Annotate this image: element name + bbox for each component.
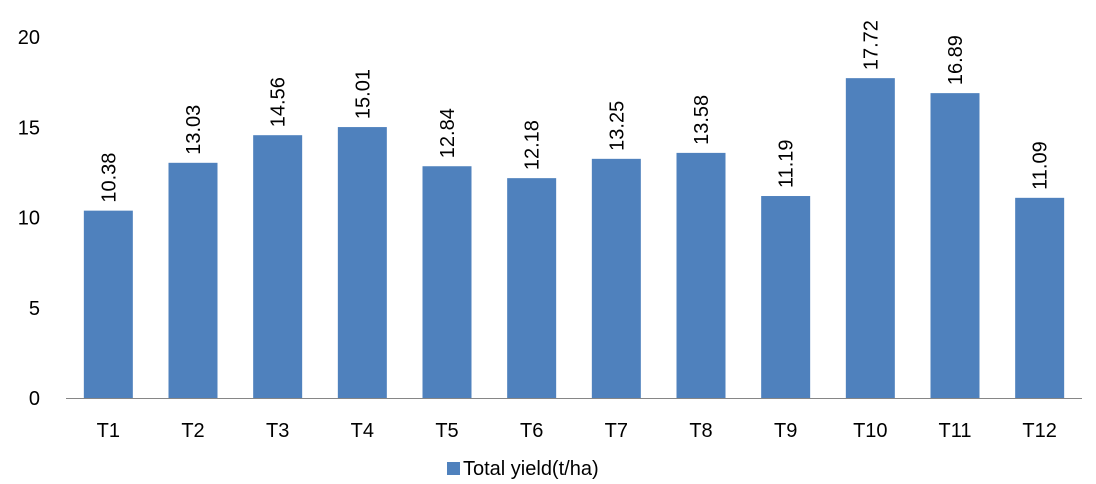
bar	[83, 210, 133, 398]
bar	[337, 127, 387, 398]
data-label: 11.09	[1030, 141, 1052, 190]
data-label: 13.58	[691, 95, 713, 145]
x-tick-label: T5	[435, 420, 458, 442]
x-tick-label: T12	[1022, 420, 1056, 442]
data-label: 10.38	[98, 153, 120, 203]
data-label: 13.03	[183, 105, 205, 155]
y-tick-label: 15	[18, 117, 40, 139]
x-tick-label: T2	[181, 420, 204, 442]
x-tick-label: T1	[97, 420, 120, 442]
data-label: 16.89	[945, 35, 967, 85]
data-label: 14.56	[268, 77, 290, 127]
x-tick-label: T3	[266, 420, 289, 442]
legend-label: Total yield(t/ha)	[463, 458, 599, 480]
x-tick-label: T9	[774, 420, 797, 442]
y-tick-label: 20	[18, 27, 40, 49]
x-tick-label: T11	[939, 420, 972, 442]
bar	[676, 152, 726, 398]
x-tick-label: T4	[351, 420, 374, 442]
bar	[930, 93, 980, 398]
data-labels: 10.38 13.03 14.56 15.01 12.84 12.18 13.25 13.58…	[98, 20, 1051, 203]
legend-swatch	[447, 462, 460, 475]
data-label: 17.72	[860, 20, 882, 70]
y-tick-label: 10	[18, 208, 40, 230]
data-label: 12.84	[437, 108, 459, 158]
y-axis-ticks: 0 5 10 15 20	[18, 27, 40, 410]
x-tick-label: T6	[520, 420, 543, 442]
bar	[168, 162, 218, 398]
x-tick-label: T7	[605, 420, 628, 442]
data-label: 15.01	[352, 69, 374, 119]
data-label: 12.18	[522, 120, 544, 170]
bar	[591, 158, 641, 398]
y-tick-label: 5	[29, 298, 40, 320]
data-label: 11.19	[776, 139, 798, 188]
bar	[253, 135, 303, 398]
bar	[422, 166, 472, 398]
x-axis-ticks: T1 T2 T3 T4 T5 T6 T7 T8 T9 T10 T11 T12	[97, 420, 1057, 442]
bar	[507, 178, 557, 398]
bar	[761, 196, 811, 398]
x-tick-label: T8	[689, 420, 712, 442]
x-tick-label: T10	[853, 420, 887, 442]
y-tick-label: 0	[29, 388, 40, 410]
bars	[83, 78, 1065, 399]
data-label: 13.25	[606, 101, 628, 151]
bar	[845, 78, 895, 399]
bar	[1015, 197, 1065, 398]
legend: Total yield(t/ha)	[447, 458, 599, 480]
